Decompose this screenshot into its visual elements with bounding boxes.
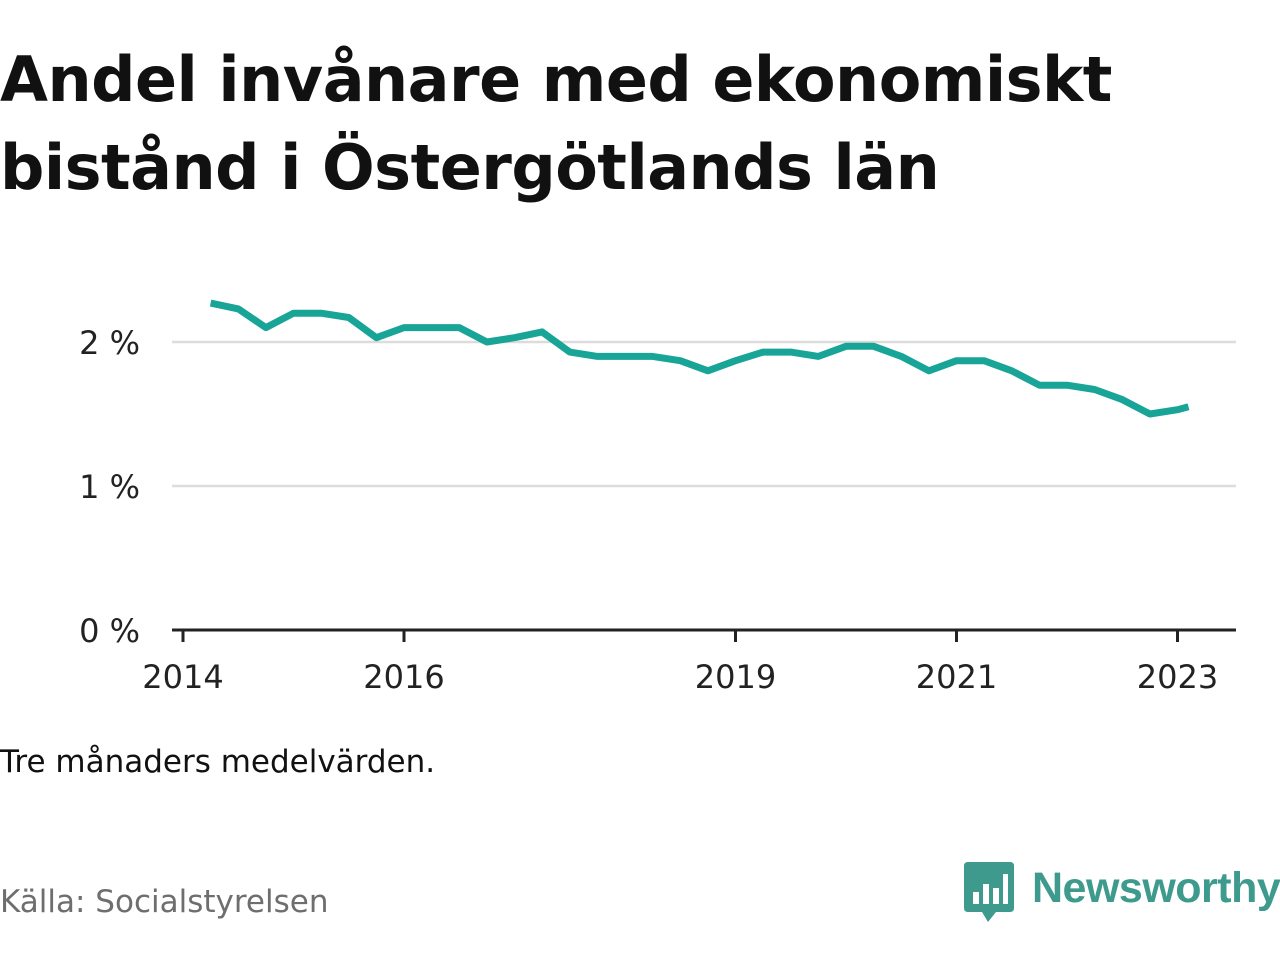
x-axis xyxy=(172,628,1236,642)
y-axis-labels: 0 % 1 % 2 % xyxy=(79,324,140,650)
newsworthy-logo: Newsworthy xyxy=(964,862,1280,926)
y-tick-label: 2 % xyxy=(79,324,140,362)
bar-chart-speech-bubble-icon xyxy=(964,862,1014,922)
x-axis-labels: 2014 2016 2019 2021 2023 xyxy=(142,658,1218,696)
x-tick-label: 2023 xyxy=(1137,658,1218,696)
x-tick-label: 2021 xyxy=(916,658,997,696)
series-layer xyxy=(209,299,1190,418)
y-tick-label: 1 % xyxy=(79,468,140,506)
logo-text: Newsworthy xyxy=(1032,864,1280,912)
series-line xyxy=(209,299,1190,418)
chart-note: Tre månaders medelvärden. xyxy=(0,744,436,780)
x-tick-label: 2019 xyxy=(695,658,776,696)
y-tick-label: 0 % xyxy=(79,612,140,650)
x-tick-label: 2016 xyxy=(363,658,444,696)
grid-lines xyxy=(172,340,1236,488)
chart-title: Andel invånare med ekonomiskt bistånd i … xyxy=(0,43,1112,204)
source-text: Källa: Socialstyrelsen xyxy=(0,884,329,920)
x-tick-label: 2014 xyxy=(142,658,223,696)
line-chart: 0 % 1 % 2 % 2014 2016 2019 2021 2023 xyxy=(79,299,1236,696)
